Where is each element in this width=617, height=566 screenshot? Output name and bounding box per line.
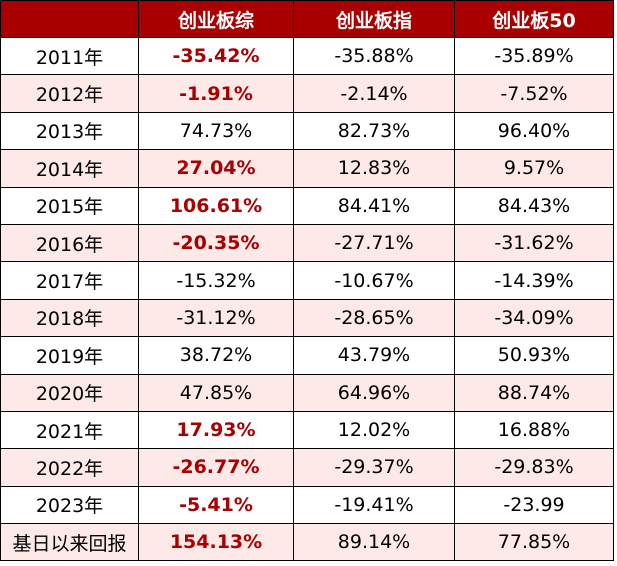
row-label: 2013年 <box>0 111 139 151</box>
cell-chinext-50: -23.99 <box>454 485 614 525</box>
row-label: 2019年 <box>0 336 139 375</box>
table-body: 2011年 -35.42% -35.88% -35.89% 2012年 -1.91% -2.… <box>0 36 614 562</box>
cell-chinext-composite: -31.12% <box>138 298 294 338</box>
row-label: 2023年 <box>0 485 139 525</box>
row-label: 2020年 <box>0 373 139 412</box>
table-row: 2011年 -35.42% -35.88% -35.89% <box>0 36 614 76</box>
row-label: 2015年 <box>0 186 139 225</box>
row-label: 2011年 <box>0 36 139 76</box>
row-label: 基日以来回报 <box>0 523 139 562</box>
row-label: 2016年 <box>0 223 139 263</box>
cell-chinext-index: 43.79% <box>293 336 455 375</box>
cell-chinext-50: 16.88% <box>454 410 614 450</box>
cell-chinext-composite: 74.73% <box>138 111 294 151</box>
cell-chinext-50: 77.85% <box>454 523 614 562</box>
table-row: 2016年 -20.35% -27.71% -31.62% <box>0 223 614 263</box>
table-row: 2019年 38.72% 43.79% 50.93% <box>0 336 614 375</box>
row-label: 2014年 <box>0 149 139 188</box>
cell-chinext-50: 88.74% <box>454 373 614 412</box>
cell-chinext-index: -10.67% <box>293 261 455 300</box>
table-row: 2018年 -31.12% -28.65% -34.09% <box>0 298 614 338</box>
cell-chinext-composite: 17.93% <box>138 410 294 450</box>
cell-chinext-composite: 106.61% <box>138 186 294 225</box>
row-label: 2017年 <box>0 261 139 300</box>
row-label: 2018年 <box>0 298 139 338</box>
table-row: 2020年 47.85% 64.96% 88.74% <box>0 373 614 412</box>
header-chinext-index: 创业板指 <box>293 0 455 38</box>
cell-chinext-composite: -1.91% <box>138 74 294 113</box>
header-corner <box>0 0 139 38</box>
header-chinext-composite: 创业板综 <box>138 0 294 38</box>
table-row: 2014年 27.04% 12.83% 9.57% <box>0 149 614 188</box>
cell-chinext-composite: -15.32% <box>138 261 294 300</box>
cell-chinext-index: 64.96% <box>293 373 455 412</box>
cell-chinext-composite: -5.41% <box>138 485 294 525</box>
cell-chinext-50: 9.57% <box>454 149 614 188</box>
cell-chinext-index: -2.14% <box>293 74 455 113</box>
cell-chinext-index: 84.41% <box>293 186 455 225</box>
cell-chinext-composite: -20.35% <box>138 223 294 263</box>
table-row: 2023年 -5.41% -19.41% -23.99 <box>0 485 614 525</box>
cell-chinext-50: -31.62% <box>454 223 614 263</box>
row-label: 2012年 <box>0 74 139 113</box>
cell-chinext-composite: 47.85% <box>138 373 294 412</box>
cell-chinext-index: 89.14% <box>293 523 455 562</box>
cell-chinext-composite: 38.72% <box>138 336 294 375</box>
table-row: 2015年 106.61% 84.41% 84.43% <box>0 186 614 225</box>
table-row: 2013年 74.73% 82.73% 96.40% <box>0 111 614 151</box>
table-header-row: 创业板综 创业板指 创业板50 <box>0 0 614 38</box>
table-row: 基日以来回报 154.13% 89.14% 77.85% <box>0 523 614 562</box>
cell-chinext-index: -27.71% <box>293 223 455 263</box>
cell-chinext-index: -19.41% <box>293 485 455 525</box>
cell-chinext-50: 96.40% <box>454 111 614 151</box>
cell-chinext-index: 12.83% <box>293 149 455 188</box>
cell-chinext-index: 12.02% <box>293 410 455 450</box>
table-row: 2012年 -1.91% -2.14% -7.52% <box>0 74 614 113</box>
cell-chinext-index: -35.88% <box>293 36 455 76</box>
cell-chinext-50: -35.89% <box>454 36 614 76</box>
cell-chinext-composite: -35.42% <box>138 36 294 76</box>
cell-chinext-50: -7.52% <box>454 74 614 113</box>
cell-chinext-index: -28.65% <box>293 298 455 338</box>
cell-chinext-composite: 27.04% <box>138 149 294 188</box>
header-chinext-50: 创业板50 <box>454 0 614 38</box>
cell-chinext-index: -29.37% <box>293 448 455 487</box>
row-label: 2022年 <box>0 448 139 487</box>
table-row: 2021年 17.93% 12.02% 16.88% <box>0 410 614 450</box>
table-row: 2022年 -26.77% -29.37% -29.83% <box>0 448 614 487</box>
cell-chinext-50: 50.93% <box>454 336 614 375</box>
table-row: 2017年 -15.32% -10.67% -14.39% <box>0 261 614 300</box>
cell-chinext-composite: 154.13% <box>138 523 294 562</box>
row-label: 2021年 <box>0 410 139 450</box>
cell-chinext-composite: -26.77% <box>138 448 294 487</box>
cell-chinext-50: 84.43% <box>454 186 614 225</box>
cell-chinext-50: -29.83% <box>454 448 614 487</box>
cell-chinext-index: 82.73% <box>293 111 455 151</box>
cell-chinext-50: -14.39% <box>454 261 614 300</box>
cell-chinext-50: -34.09% <box>454 298 614 338</box>
